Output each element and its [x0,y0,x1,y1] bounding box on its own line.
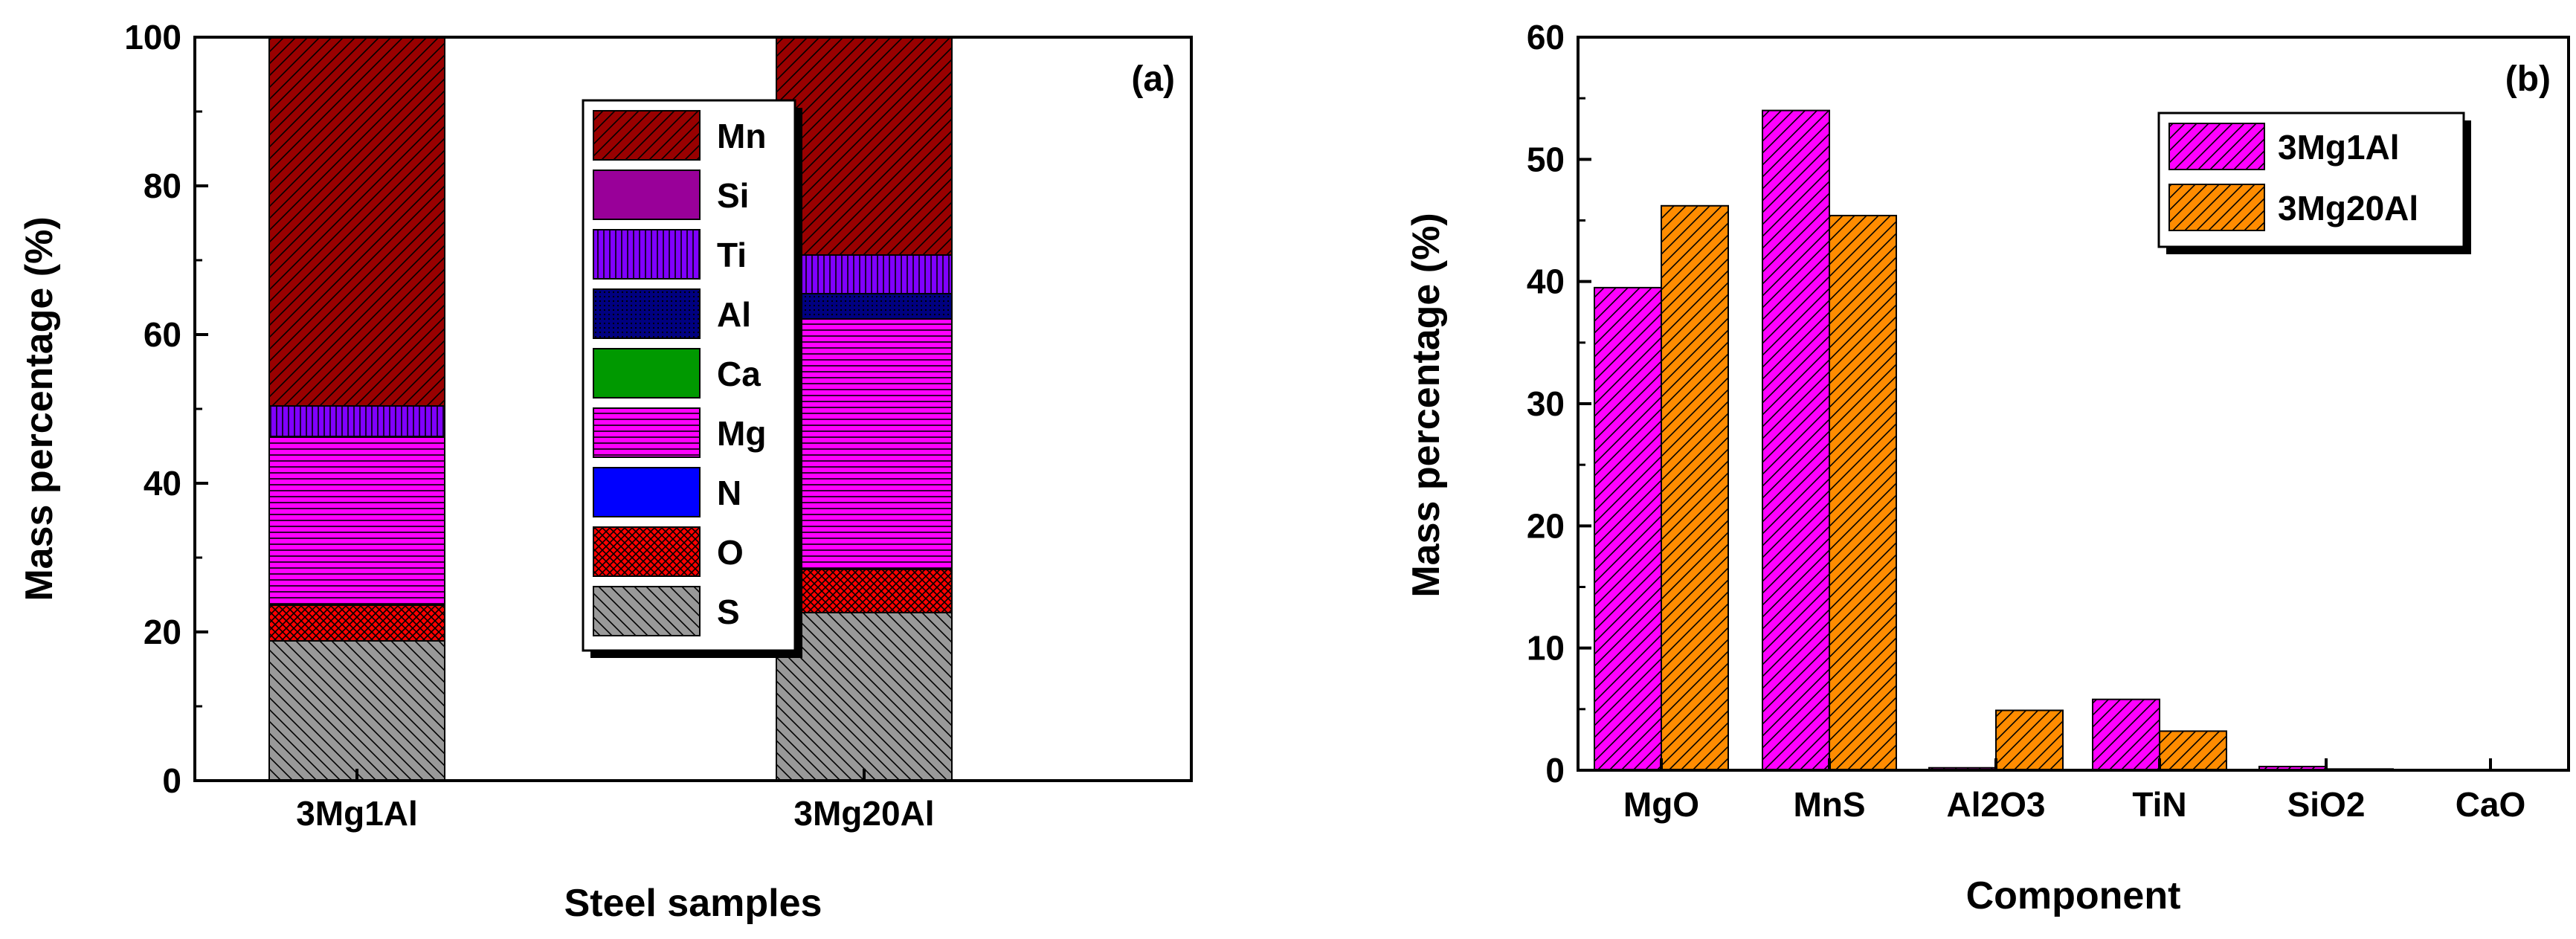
y-tick-label: 40 [144,464,181,503]
y-tick-label: 30 [1527,384,1565,423]
panel-a-x-axis: 3Mg1Al 3Mg20Al [296,769,935,833]
legend-swatch-s [593,586,701,636]
panel-a-stacked-bar-chart: 0 20 40 60 80 100 3Mg1Al 3Mg20Al (a) Steel sam… [18,18,1193,925]
bar-segment-3mg1al-ti [268,405,445,437]
y-tick-label: 40 [1527,262,1565,301]
x-tick-label: TiN [2132,785,2186,824]
legend-swatch-n [593,467,701,517]
panel-b-y-axis-title: Mass percentage (%) [1405,213,1448,597]
legend-swatch-ca [593,348,701,398]
panel-a-label: (a) [1131,59,1175,99]
bar-segment-3mg20al-ti [776,254,953,294]
x-tick-label: SiO2 [2287,785,2366,824]
legend-swatch-ti [593,229,701,280]
bar-tin-3mg20al [2159,730,2227,771]
panel-a-x-axis-title: Steel samples [564,882,822,925]
legend-label-ca: Ca [717,355,761,393]
x-tick-label: MgO [1623,785,1699,824]
bar-segment-3mg1al-mg [268,436,445,605]
y-tick-label: 0 [162,761,181,800]
y-tick-label: 10 [1527,629,1565,668]
legend-label-o: O [717,533,744,572]
bar-segment-3mg20al-s [776,612,953,781]
bar-mgo-3mg1al [1594,286,1662,771]
panel-b-y-axis: 0 10 20 30 40 50 60 [1527,18,1591,790]
bar-segment-3mg20al-mg [776,318,953,569]
bar-segment-3mg20al-mn [776,36,953,256]
bar-mns-3mg1al [1762,109,1830,772]
y-tick-label: 0 [1545,751,1565,790]
legend-swatch-mg [593,407,701,458]
panel-a-legend: Mn Si Ti Al Ca Mg NOS [582,99,802,658]
y-tick-label: 60 [144,315,181,354]
bar-mns-3mg20al [1829,214,1897,771]
panel-b-x-axis-title: Component [1966,874,2181,917]
legend-swatch-mn [593,110,701,161]
bar-segment-3mg20al-al [776,293,953,320]
bar-segment-3mg1al-o [268,604,445,642]
legend-swatch-3mg1al [2168,123,2265,170]
legend-label-3mg1al: 3Mg1Al [2278,128,2400,167]
legend-label-si: Si [717,176,749,215]
panel-b-legend: 3Mg1Al 3Mg20Al [2157,112,2471,254]
legend-label-mg: Mg [717,414,766,453]
panel-a-bars [268,36,953,781]
legend-label-al: Al [717,295,751,334]
legend-label-3mg20al: 3Mg20Al [2278,189,2418,228]
y-tick-label: 20 [144,613,181,651]
y-tick-label: 80 [144,167,181,205]
bar-segment-3mg20al-o [776,569,953,613]
bar-al2o3-3mg20al [1995,709,2064,772]
panel-b-bars [1594,109,2394,772]
panel-a-y-axis-title: Mass percentage (%) [18,216,61,601]
x-tick-label: CaO [2456,785,2526,824]
y-tick-label: 50 [1527,140,1565,178]
legend-swatch-al [593,288,701,339]
x-tick-label: 3Mg1Al [296,794,418,833]
legend-swatch-si [593,170,701,220]
y-tick-label: 100 [124,18,181,57]
y-tick-label: 60 [1527,18,1565,57]
legend-label-mn: Mn [717,117,766,155]
bar-mgo-3mg20al [1661,204,1729,771]
panel-a-y-axis: 0 20 40 60 80 100 [124,18,208,800]
x-tick-label: 3Mg20Al [793,794,934,833]
panel-b-x-axis: MgO MnS Al2O3 TiN SiO2 CaO [1623,758,2525,824]
y-tick-label: 20 [1527,506,1565,545]
bar-segment-3mg1al-mn [268,36,445,407]
bar-segment-3mg1al-s [268,640,445,781]
x-tick-label: MnS [1793,785,1865,824]
panel-b-label: (b) [2505,59,2551,99]
legend-swatch-3mg20al [2168,184,2265,231]
legend-label-n: N [717,474,741,512]
x-tick-label: Al2O3 [1947,785,2046,824]
legend-label-s: S [717,593,740,631]
legend-swatch-o [593,526,701,577]
legend-label-ti: Ti [717,236,747,274]
bar-tin-3mg1al [2092,698,2160,771]
